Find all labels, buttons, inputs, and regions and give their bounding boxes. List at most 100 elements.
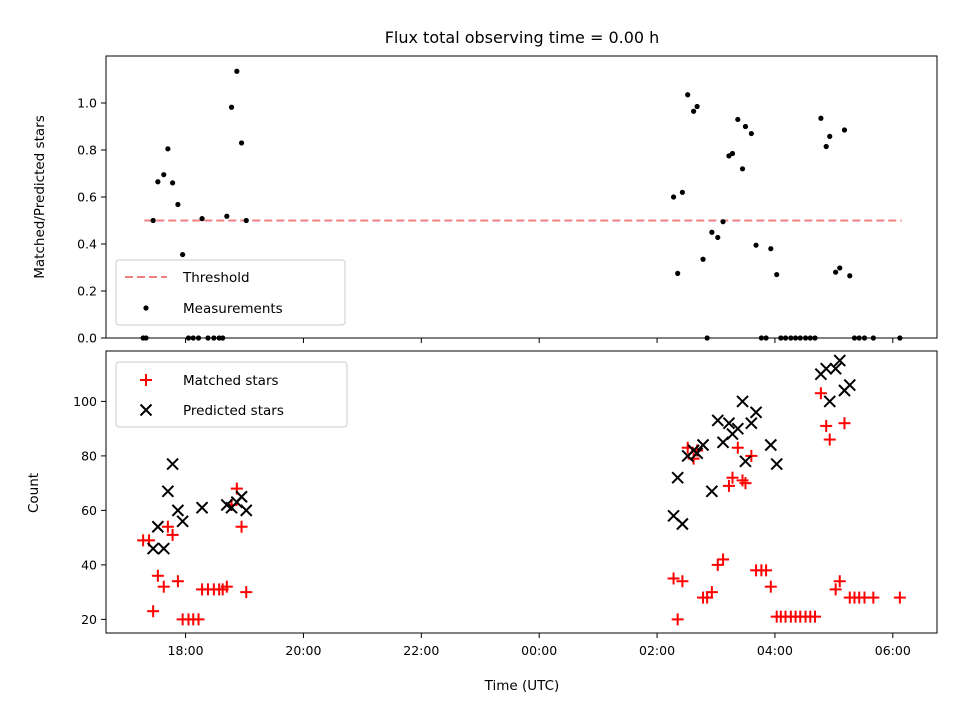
- measurement-point: [833, 269, 839, 275]
- predicted-stars-point: [843, 378, 856, 392]
- matched-stars-point: [838, 417, 851, 430]
- matched-stars-point: [823, 433, 836, 446]
- legend-measurements-swatch: [143, 305, 149, 311]
- measurement-point: [169, 180, 176, 186]
- matched-stars-point: [893, 591, 906, 604]
- matched-stars-point: [764, 580, 777, 593]
- ratio-axis-ticks: 0.0 0.2 0.4 0.6 0.8 1.0: [77, 96, 894, 346]
- y-tick-label: 0.6: [77, 190, 97, 205]
- ratio-legend-box: [115, 259, 346, 326]
- predicted-stars-point: [764, 438, 778, 452]
- predicted-stars-point: [711, 414, 724, 427]
- predicted-stars-point: [195, 501, 209, 514]
- measurement-point: [841, 127, 848, 133]
- measurement-point: [180, 251, 186, 258]
- y-tick-label: 0.4: [77, 237, 97, 252]
- legend-threshold-label: Threshold: [182, 270, 250, 286]
- matched-stars-point: [667, 572, 680, 585]
- count-legend-box: [115, 361, 348, 428]
- legend-matched-swatch: [140, 374, 152, 386]
- x-tick-label: 02:00: [639, 643, 675, 658]
- matched-stars-point: [192, 613, 205, 626]
- measurement-point: [818, 115, 824, 121]
- matched-stars-point: [166, 528, 179, 541]
- matched-stars-point: [220, 580, 233, 593]
- measurement-point: [175, 201, 181, 208]
- x-tick-label: 20:00: [285, 643, 321, 658]
- ratio-panel: 0.0 0.2 0.4 0.6 0.8 1.0 Matched/Predicted sta…: [32, 55, 938, 346]
- measurement-point: [675, 270, 681, 276]
- x-tick-label: 06:00: [875, 643, 911, 658]
- predicted-stars-point: [833, 354, 846, 367]
- measurement-point: [823, 143, 829, 150]
- figure-title: Flux total observing time = 0.00 h: [385, 28, 660, 47]
- ratio-legend: Threshold Measurements: [115, 259, 346, 326]
- measurement-point: [748, 130, 754, 137]
- y-tick-label: 0.8: [77, 143, 97, 158]
- count-axis-ticks: 20 40 60 80 100 18:00 20:00 22:00 00:00 02:00 04:0…: [73, 394, 911, 658]
- matched-stars-point: [235, 520, 248, 533]
- predicted-stars-point: [171, 504, 185, 517]
- matched-stars-point: [726, 471, 739, 484]
- x-axis-label: Time (UTC): [484, 678, 560, 694]
- predicted-stars-point: [722, 416, 736, 430]
- y-tick-label: 100: [73, 394, 97, 409]
- measurement-point: [739, 166, 746, 172]
- matched-stars-point: [722, 479, 735, 492]
- predicted-stars-point: [166, 457, 179, 471]
- x-tick-label: 00:00: [521, 643, 557, 658]
- measurement-point: [161, 172, 167, 178]
- ratio-y-axis-label: Matched/Predicted stars: [32, 115, 48, 278]
- matched-stars-point: [147, 605, 160, 618]
- predicted-stars-point: [739, 455, 752, 468]
- predicted-stars-point: [770, 457, 783, 471]
- y-tick-label: 1.0: [77, 96, 97, 111]
- measurement-point: [224, 213, 230, 219]
- measurement-point: [768, 246, 774, 252]
- predicted-stars-point: [671, 471, 684, 484]
- measurement-point: [847, 273, 853, 279]
- matched-stars-point: [157, 580, 170, 593]
- measurement-point: [715, 234, 721, 241]
- count-plot-area: [137, 354, 906, 626]
- matched-stars-point: [867, 591, 880, 604]
- measurement-point: [679, 189, 685, 195]
- predicted-stars-point: [731, 422, 745, 435]
- measurement-point: [700, 256, 706, 262]
- legend-predicted-swatch: [139, 403, 153, 417]
- y-tick-label: 60: [81, 503, 97, 518]
- predicted-stars-point: [690, 446, 704, 460]
- predicted-stars-point: [823, 395, 836, 408]
- measurement-point: [690, 108, 697, 114]
- measurement-point: [742, 123, 749, 130]
- predicted-stars-point: [235, 490, 248, 503]
- legend-matched-label: Matched stars: [183, 373, 279, 389]
- predicted-stars-point: [705, 485, 719, 498]
- measurement-point: [238, 140, 245, 146]
- matched-stars-point: [814, 387, 827, 400]
- measurement-point: [234, 68, 240, 74]
- predicted-stars-series: [146, 354, 856, 555]
- predicted-stars-point: [676, 517, 689, 531]
- matched-stars-point: [171, 575, 184, 588]
- matched-stars-point: [711, 558, 724, 571]
- measurement-point: [735, 116, 741, 123]
- matched-stars-point: [705, 586, 718, 599]
- matched-stars-point: [809, 610, 822, 623]
- matched-stars-point: [739, 477, 752, 490]
- predicted-stars-point: [749, 406, 763, 419]
- matched-stars-point: [760, 564, 773, 577]
- predicted-stars-point: [176, 515, 189, 528]
- measurement-point: [837, 265, 843, 271]
- count-panel: 20 40 60 80 100 18:00 20:00 22:00 00:00 02:00 04:0…: [26, 350, 938, 694]
- measurement-point: [720, 219, 726, 225]
- measurement-point: [243, 217, 249, 224]
- count-legend: Matched stars Predicted stars: [115, 361, 348, 428]
- predicted-stars-point: [696, 438, 710, 452]
- matched-stars-point: [676, 575, 689, 588]
- measurement-point: [670, 194, 677, 200]
- measurement-point: [155, 179, 161, 185]
- matched-stars-point: [161, 520, 174, 533]
